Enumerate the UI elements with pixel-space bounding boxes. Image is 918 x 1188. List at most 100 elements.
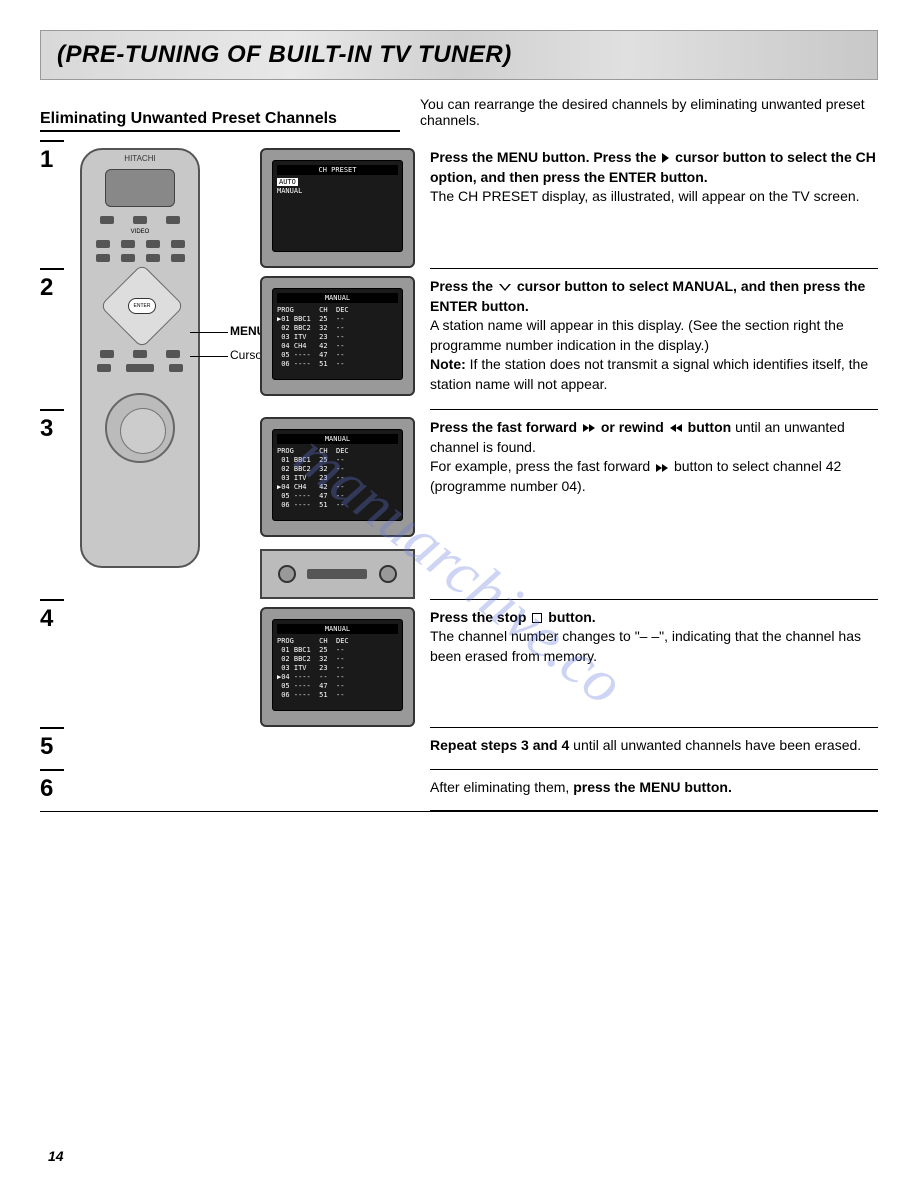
tv3-title: MANUAL — [277, 434, 398, 444]
step5-bold: Repeat steps 3 and 4 — [430, 737, 569, 753]
tv1-auto: AUTO — [277, 178, 298, 186]
remote-btn-row — [82, 213, 198, 227]
remote-btn-row — [82, 347, 198, 361]
remote-small-btn — [126, 364, 154, 372]
step6-bold: press the MENU button. — [573, 779, 732, 795]
tv3-r2: 02 BBC2 32 -- — [277, 465, 398, 474]
step1-bold: Press the MENU button. Press the — [430, 149, 656, 165]
instruction-3: Press the fast forward or rewind button … — [430, 409, 878, 599]
tv-screen-2: MANUAL PROG CH DEC ▶01 BBC1 25 -- 02 BBC… — [260, 268, 420, 409]
bottom-rule — [40, 811, 878, 812]
instruction-1: Press the MENU button. Press the cursor … — [430, 140, 878, 268]
step-number-5: 5 — [40, 727, 64, 770]
remote-small-btn — [133, 350, 147, 358]
remote-small-btn — [97, 364, 111, 372]
step4-text: The channel number changes to "– –", ind… — [430, 628, 861, 664]
tv4-r2: 02 BBC2 32 -- — [277, 655, 398, 664]
tv4-r1: 01 BBC1 25 -- — [277, 646, 398, 655]
tv4-title: MANUAL — [277, 624, 398, 634]
tv4-r6: 06 ---- 51 -- — [277, 691, 398, 700]
step2-note: If the station does not transmit a signa… — [430, 356, 868, 392]
tv4-r3: 03 ITV 23 -- — [277, 664, 398, 673]
step-number-2: 2 — [40, 268, 64, 409]
tv1-manual: MANUAL — [277, 187, 398, 196]
tv3-r3: 03 ITV 23 -- — [277, 474, 398, 483]
callout-line — [190, 332, 228, 333]
remote-body: HITACHI VIDEO ENTER — [80, 148, 200, 568]
remote-btn-row — [82, 237, 198, 251]
instruction-2: Press the cursor button to select MANUAL… — [430, 268, 878, 409]
remote-btn-row — [82, 251, 198, 265]
remote-small-btn — [166, 216, 180, 224]
remote-jog-wheel — [105, 393, 175, 463]
step3-bold2: or rewind — [601, 419, 664, 435]
step2-note-label: Note: — [430, 356, 466, 372]
remote-small-btn — [121, 240, 135, 248]
tv3-r4: ▶04 CH4 42 -- — [277, 483, 398, 492]
step1-text: The CH PRESET display, as illustrated, w… — [430, 188, 860, 204]
tv-screen-4: MANUAL PROG CH DEC 01 BBC1 25 -- 02 BBC2… — [260, 599, 420, 727]
tv3-header: PROG CH DEC — [277, 447, 398, 456]
tv2-title: MANUAL — [277, 293, 398, 303]
rewind-icon — [670, 418, 682, 438]
tv3-r1: 01 BBC1 25 -- — [277, 456, 398, 465]
vcr-dial — [379, 565, 397, 583]
step-number-6: 6 — [40, 769, 64, 811]
step2-text: A station name will appear in this displ… — [430, 317, 844, 353]
tv1-title: CH PRESET — [277, 165, 398, 175]
main-grid: 1 HITACHI VIDEO — [40, 140, 878, 812]
tv2-r6: 06 ---- 51 -- — [277, 360, 398, 369]
remote-small-btn — [146, 254, 160, 262]
vcr-illustration — [260, 549, 415, 599]
remote-enter-btn: ENTER — [128, 298, 156, 314]
page-number: 14 — [48, 1148, 64, 1164]
tv4-header: PROG CH DEC — [277, 637, 398, 646]
callout-line — [190, 356, 228, 357]
tv4-r4: ▶04 ---- -- -- — [277, 673, 398, 682]
vcr-slot — [307, 569, 367, 579]
step4-bold2: button. — [548, 609, 595, 625]
remote-small-btn — [96, 254, 110, 262]
tv2-r2: 02 BBC2 32 -- — [277, 324, 398, 333]
remote-small-btn — [146, 240, 160, 248]
remote-illustration: HITACHI VIDEO ENTER — [80, 140, 250, 599]
remote-small-btn — [121, 254, 135, 262]
remote-brand: HITACHI — [82, 150, 198, 163]
tv-screen-1: CH PRESET AUTO MANUAL — [260, 140, 420, 268]
remote-nav: ENTER — [82, 271, 198, 341]
remote-small-btn — [171, 240, 185, 248]
vcr-dial — [278, 565, 296, 583]
step2-bold2: cursor button to select MANUAL, and then… — [430, 278, 865, 314]
remote-small-btn — [169, 364, 183, 372]
instruction-4: Press the stop button. The channel numbe… — [430, 599, 878, 727]
remote-small-btn — [166, 350, 180, 358]
stop-icon — [532, 613, 542, 623]
title-bar: (PRE-TUNING OF BUILT-IN TV TUNER) — [40, 30, 878, 80]
step3-bold: Press the fast forward — [430, 419, 577, 435]
tv2-r4: 04 CH4 42 -- — [277, 342, 398, 351]
instruction-5: Repeat steps 3 and 4 until all unwanted … — [430, 727, 878, 770]
tv3-r5: 05 ---- 47 -- — [277, 492, 398, 501]
remote-small-btn — [100, 350, 114, 358]
step5-text: until all unwanted channels have been er… — [573, 737, 861, 753]
step-number-3: 3 — [40, 409, 64, 599]
fast-forward-icon — [656, 458, 668, 478]
step3-text2: For example, press the fast forward — [430, 458, 650, 474]
step-number-4: 4 — [40, 599, 64, 727]
page-title: (PRE-TUNING OF BUILT-IN TV TUNER) — [57, 41, 861, 69]
tv2-r3: 03 ITV 23 -- — [277, 333, 398, 342]
step6-text1: After eliminating them, — [430, 779, 569, 795]
step-number-1: 1 — [40, 140, 64, 268]
remote-small-btn — [96, 240, 110, 248]
instruction-6: After eliminating them, press the MENU b… — [430, 769, 878, 811]
intro-text: You can rearrange the desired channels b… — [400, 96, 878, 132]
step2-bold: Press the — [430, 278, 493, 294]
tv2-r5: 05 ---- 47 -- — [277, 351, 398, 360]
tv-screen-3: MANUAL PROG CH DEC 01 BBC1 25 -- 02 BBC2… — [260, 409, 420, 599]
remote-video-label: VIDEO — [82, 229, 198, 235]
step3-bold3: button — [688, 419, 732, 435]
remote-small-btn — [100, 216, 114, 224]
tv4-r5: 05 ---- 47 -- — [277, 682, 398, 691]
step4-bold: Press the stop — [430, 609, 526, 625]
remote-small-btn — [133, 216, 147, 224]
